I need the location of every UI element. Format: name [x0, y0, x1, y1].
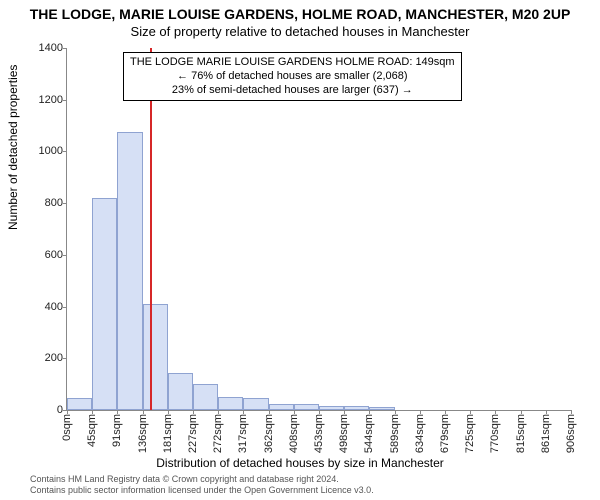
x-tick-label: 0sqm	[61, 414, 73, 441]
footer-text: Contains HM Land Registry data © Crown c…	[30, 474, 374, 496]
y-tick-mark	[63, 100, 67, 101]
x-tick-label: 45sqm	[86, 414, 98, 447]
annotation-box: THE LODGE MARIE LOUISE GARDENS HOLME ROA…	[123, 52, 462, 101]
footer-line-2: Contains public sector information licen…	[30, 485, 374, 496]
histogram-bar	[168, 373, 193, 410]
histogram-bar	[243, 398, 268, 410]
x-axis-label: Distribution of detached houses by size …	[0, 456, 600, 470]
histogram-bar	[117, 132, 142, 410]
x-tick-label: 544sqm	[363, 414, 375, 453]
x-tick-label: 317sqm	[237, 414, 249, 453]
x-tick-label: 498sqm	[338, 414, 350, 453]
histogram-bar	[92, 198, 117, 410]
x-tick-label: 679sqm	[439, 414, 451, 453]
annotation-line-3: 23% of semi-detached houses are larger (…	[130, 84, 455, 98]
x-tick-label: 770sqm	[489, 414, 501, 453]
x-tick-label: 136sqm	[137, 414, 149, 453]
y-tick-mark	[63, 307, 67, 308]
y-tick-label: 0	[23, 404, 63, 416]
plot-area: 02004006008001000120014000sqm45sqm91sqm1…	[66, 48, 571, 411]
x-tick-label: 91sqm	[111, 414, 123, 447]
histogram-bar	[369, 407, 394, 410]
histogram-bar	[143, 304, 168, 410]
y-axis-label: Number of detached properties	[6, 65, 20, 230]
histogram-bar	[344, 406, 369, 410]
x-tick-label: 906sqm	[565, 414, 577, 453]
histogram-bar	[294, 404, 319, 410]
x-tick-label: 362sqm	[263, 414, 275, 453]
y-tick-label: 1400	[23, 42, 63, 54]
histogram-bar	[269, 404, 294, 410]
footer-line-1: Contains HM Land Registry data © Crown c…	[30, 474, 374, 485]
x-tick-label: 589sqm	[389, 414, 401, 453]
y-tick-label: 600	[23, 249, 63, 261]
histogram-bar	[193, 384, 218, 410]
y-tick-label: 1200	[23, 94, 63, 106]
y-tick-mark	[63, 255, 67, 256]
x-tick-label: 725sqm	[464, 414, 476, 453]
annotation-line-1: THE LODGE MARIE LOUISE GARDENS HOLME ROA…	[130, 56, 455, 70]
chart-subtitle: Size of property relative to detached ho…	[0, 22, 600, 39]
x-tick-label: 815sqm	[515, 414, 527, 453]
annotation-line-2: ← 76% of detached houses are smaller (2,…	[130, 70, 455, 84]
y-tick-label: 200	[23, 352, 63, 364]
histogram-bar	[319, 406, 344, 410]
page-title: THE LODGE, MARIE LOUISE GARDENS, HOLME R…	[0, 0, 600, 22]
x-tick-label: 272sqm	[212, 414, 224, 453]
y-tick-label: 400	[23, 301, 63, 313]
chart-container: THE LODGE, MARIE LOUISE GARDENS, HOLME R…	[0, 0, 600, 500]
x-tick-label: 408sqm	[288, 414, 300, 453]
y-tick-label: 800	[23, 197, 63, 209]
x-tick-label: 453sqm	[313, 414, 325, 453]
y-tick-label: 1000	[23, 145, 63, 157]
reference-line	[150, 48, 152, 410]
y-tick-mark	[63, 203, 67, 204]
histogram-bar	[67, 398, 92, 410]
x-tick-label: 634sqm	[414, 414, 426, 453]
histogram-bar	[218, 397, 243, 410]
y-tick-mark	[63, 358, 67, 359]
y-tick-mark	[63, 151, 67, 152]
y-tick-mark	[63, 48, 67, 49]
x-tick-label: 227sqm	[187, 414, 199, 453]
x-tick-label: 861sqm	[540, 414, 552, 453]
x-tick-label: 181sqm	[162, 414, 174, 453]
